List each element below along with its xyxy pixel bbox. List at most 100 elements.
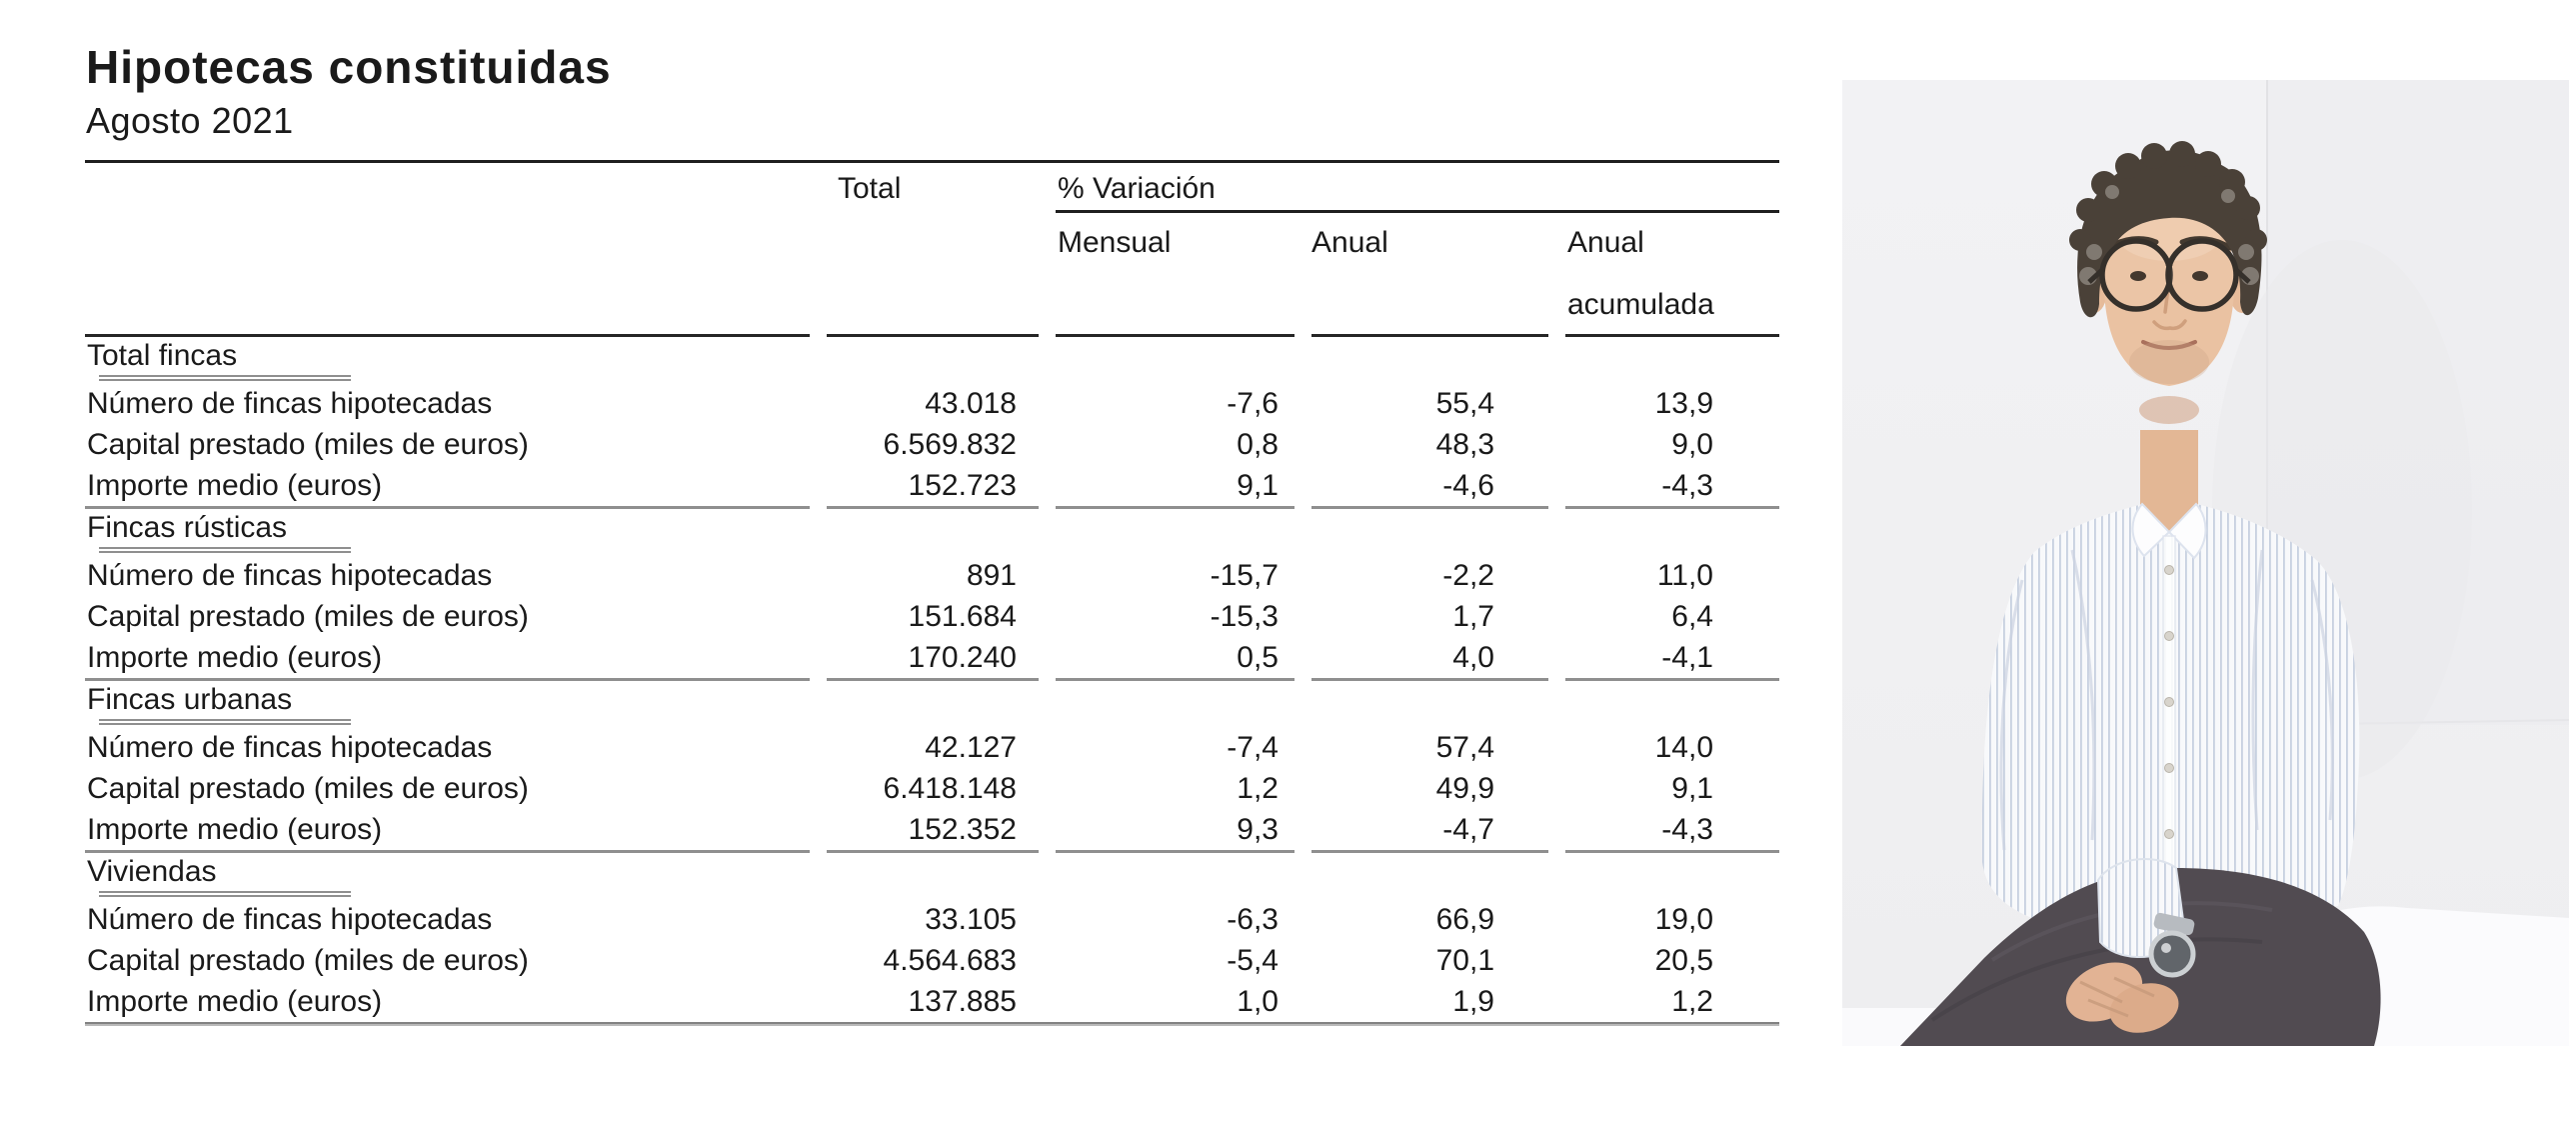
value-anual: 4,0 <box>1452 641 1494 674</box>
value-mensual: -5,4 <box>1227 944 1279 977</box>
value-anual: -2,2 <box>1442 559 1494 592</box>
portrait-photo-art <box>1842 80 2569 1046</box>
value-anual: 48,3 <box>1435 428 1494 461</box>
column-header-anual: Anual <box>1311 226 1388 259</box>
section-divider-segment <box>827 850 1039 853</box>
value-anual-acumulada: -4,3 <box>1661 813 1713 846</box>
section-header-total-fincas: Total fincas <box>85 337 1779 383</box>
row-label: Capital prestado (miles de euros) <box>87 600 529 633</box>
section-divider-segment <box>1565 850 1779 853</box>
value-anual-acumulada: 1,2 <box>1671 985 1713 1018</box>
header-rule-segment <box>1056 334 1294 337</box>
value-mensual: -15,7 <box>1210 559 1279 592</box>
section-divider-segment <box>85 678 810 681</box>
value-anual-acumulada: 9,0 <box>1671 428 1713 461</box>
value-total: 6.418.148 <box>883 772 1017 805</box>
section-header-fincas-urbanas: Fincas urbanas <box>85 681 1779 727</box>
value-mensual: 9,1 <box>1237 469 1279 502</box>
column-header-anual-acumulada-line2: acumulada <box>1567 288 1714 321</box>
value-total: 4.564.683 <box>883 944 1017 977</box>
section-label: Fincas rústicas <box>87 511 288 544</box>
row-label: Capital prestado (miles de euros) <box>87 428 529 461</box>
portrait-photo <box>1842 80 2569 1046</box>
column-header-anual-acumulada-line1: Anual <box>1567 226 1644 259</box>
value-mensual: 9,3 <box>1237 813 1279 846</box>
value-total: 891 <box>966 559 1017 592</box>
page-subtitle: Agosto 2021 <box>86 100 294 141</box>
value-anual-acumulada: 19,0 <box>1654 903 1713 936</box>
row-label: Importe medio (euros) <box>87 469 383 502</box>
page-title: Hipotecas constituidas <box>86 41 612 93</box>
value-mensual: -6,3 <box>1227 903 1279 936</box>
value-mensual: 1,0 <box>1237 985 1279 1018</box>
hair <box>2077 150 2262 318</box>
row-label: Número de fincas hipotecadas <box>87 731 493 764</box>
row-label: Número de fincas hipotecadas <box>87 559 493 592</box>
row-label: Número de fincas hipotecadas <box>87 903 493 936</box>
row-label: Importe medio (euros) <box>87 985 383 1018</box>
header-rule-segment <box>85 334 810 337</box>
value-mensual: 0,8 <box>1237 428 1279 461</box>
section-divider-segment <box>1565 678 1779 681</box>
variacion-underline <box>1056 210 1779 213</box>
section-label: Total fincas <box>87 339 238 372</box>
value-anual: 70,1 <box>1435 944 1494 977</box>
value-anual: 49,9 <box>1435 772 1494 805</box>
crossed-hands <box>2065 962 2179 1033</box>
value-anual-acumulada: 14,0 <box>1654 731 1713 764</box>
value-anual: 55,4 <box>1435 387 1494 420</box>
section-divider-segment <box>1056 506 1294 509</box>
value-anual-acumulada: 11,0 <box>1656 559 1713 592</box>
value-mensual: -7,4 <box>1227 731 1279 764</box>
section-divider-segment <box>1311 506 1548 509</box>
round-glasses <box>2087 238 2251 312</box>
value-total: 170.240 <box>908 641 1017 674</box>
value-anual-acumulada: -4,1 <box>1661 641 1713 674</box>
value-anual-acumulada: 20,5 <box>1654 944 1713 977</box>
value-total: 152.723 <box>908 469 1017 502</box>
value-anual-acumulada: 6,4 <box>1671 600 1713 633</box>
value-mensual: -15,3 <box>1210 600 1279 633</box>
section-header-fincas-rusticas: Fincas rústicas <box>85 509 1779 555</box>
wrist-watch <box>2148 912 2196 978</box>
section-divider-segment <box>1565 506 1779 509</box>
value-total: 137.885 <box>908 985 1017 1018</box>
value-anual-acumulada: -4,3 <box>1661 469 1713 502</box>
section-label: Fincas urbanas <box>87 683 293 716</box>
section-header-viviendas: Viviendas <box>85 853 1779 899</box>
value-total: 152.352 <box>908 813 1017 846</box>
table-top-rule <box>85 160 1779 163</box>
section-divider-segment <box>827 506 1039 509</box>
value-total: 151.684 <box>908 600 1017 633</box>
section-divider-segment <box>1056 850 1294 853</box>
row-label: Número de fincas hipotecadas <box>87 387 493 420</box>
section-label: Viviendas <box>87 855 217 888</box>
value-mensual: 1,2 <box>1237 772 1279 805</box>
section-divider-segment <box>85 506 810 509</box>
header-rule-segment <box>827 334 1039 337</box>
value-total: 43.018 <box>925 387 1017 420</box>
header-rule-segment <box>1311 334 1548 337</box>
column-group-variacion: % Variación <box>1058 172 1216 205</box>
value-anual-acumulada: 9,1 <box>1671 772 1713 805</box>
row-label: Importe medio (euros) <box>87 813 383 846</box>
table-bottom-rule <box>85 1022 1779 1026</box>
value-mensual: 0,5 <box>1237 641 1279 674</box>
value-total: 6.569.832 <box>883 428 1017 461</box>
seated-man <box>1900 141 2381 1046</box>
row-label: Capital prestado (miles de euros) <box>87 944 529 977</box>
row-label: Capital prestado (miles de euros) <box>87 772 529 805</box>
value-anual: 1,9 <box>1452 985 1494 1018</box>
row-label: Importe medio (euros) <box>87 641 383 674</box>
value-mensual: -7,6 <box>1227 387 1279 420</box>
column-header-total: Total <box>838 172 902 205</box>
header-rule-segment <box>1565 334 1779 337</box>
section-divider-segment <box>85 850 810 853</box>
column-header-mensual: Mensual <box>1058 226 1172 259</box>
section-divider-segment <box>827 678 1039 681</box>
value-anual: 1,7 <box>1452 600 1494 633</box>
value-anual: 66,9 <box>1435 903 1494 936</box>
section-divider-segment <box>1311 850 1548 853</box>
section-divider-segment <box>1056 678 1294 681</box>
